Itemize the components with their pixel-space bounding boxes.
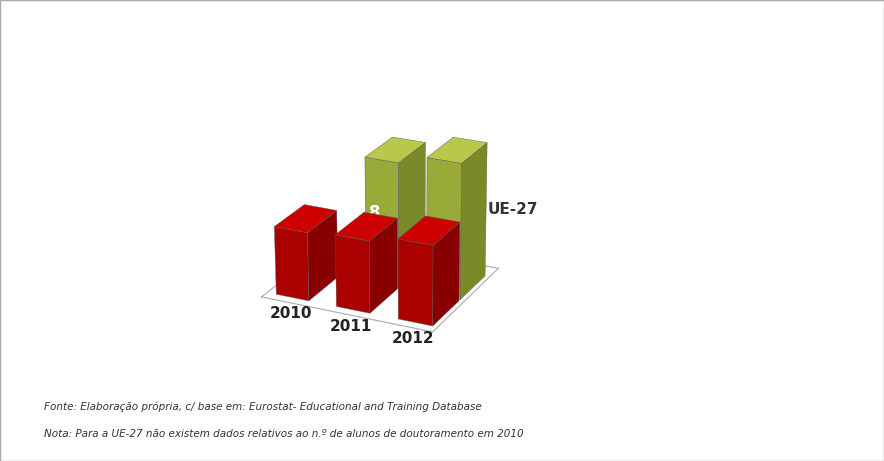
Text: Nota: Para a UE-27 não existem dados relativos ao n.º de alunos de doutoramento : Nota: Para a UE-27 não existem dados rel… bbox=[44, 429, 524, 439]
Text: Fonte: Elaboração própria, c/ base em: Eurostat- Educational and Training Databa: Fonte: Elaboração própria, c/ base em: E… bbox=[44, 401, 482, 412]
